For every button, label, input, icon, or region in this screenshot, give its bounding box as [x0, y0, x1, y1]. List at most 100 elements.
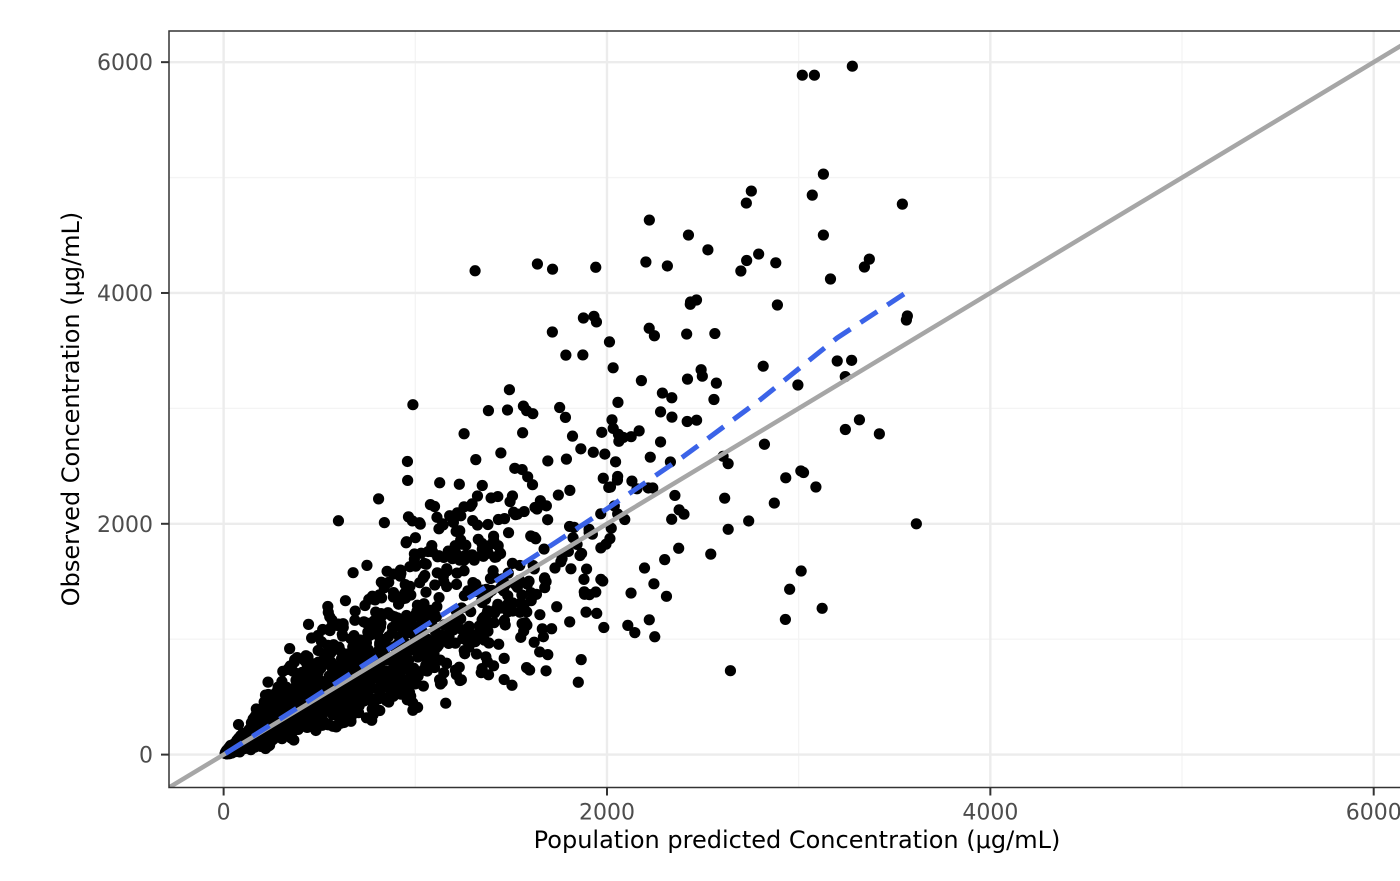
data-point — [638, 562, 651, 574]
data-point — [552, 489, 564, 501]
data-point — [722, 458, 734, 470]
data-point — [493, 638, 505, 650]
data-point — [574, 549, 586, 562]
data-point — [517, 400, 530, 412]
data-point — [710, 377, 722, 389]
data-point — [271, 704, 283, 717]
data-point — [409, 678, 421, 690]
data-point — [656, 387, 668, 399]
data-point — [607, 362, 619, 374]
data-point — [487, 530, 500, 542]
data-point — [431, 567, 443, 579]
data-point — [378, 692, 390, 704]
data-point — [387, 657, 400, 669]
data-point — [398, 663, 410, 675]
data-point — [528, 636, 540, 648]
data-point — [690, 294, 703, 306]
data-point — [258, 701, 270, 713]
data-point — [497, 602, 510, 614]
data-point — [433, 550, 445, 562]
data-point — [590, 586, 602, 598]
data-point — [349, 662, 362, 674]
data-point — [287, 724, 300, 736]
data-point — [383, 576, 395, 588]
data-point — [745, 185, 757, 197]
observed-vs-predicted-scatter-plot: 0 2000 4000 6000 0 2000 4000 6000 Population pr… — [40, 16, 1400, 881]
data-point — [494, 547, 506, 559]
data-point — [780, 472, 792, 484]
data-point — [362, 626, 374, 638]
data-point — [575, 654, 587, 666]
data-point — [546, 263, 559, 275]
data-point — [542, 455, 554, 467]
data-point — [438, 667, 450, 679]
data-point — [417, 572, 429, 584]
data-point — [705, 548, 717, 560]
data-point — [612, 396, 624, 408]
data-point — [644, 451, 656, 463]
data-point — [757, 360, 769, 372]
data-point — [325, 656, 337, 668]
data-point — [743, 515, 755, 527]
data-point — [682, 229, 695, 241]
data-point — [337, 618, 349, 630]
data-point — [447, 516, 460, 529]
data-point — [654, 406, 667, 418]
data-point — [454, 554, 466, 566]
data-point — [501, 404, 514, 416]
data-point — [476, 479, 488, 492]
data-point — [696, 370, 708, 382]
data-point — [740, 197, 752, 209]
data-point — [517, 427, 529, 439]
data-point — [450, 578, 463, 590]
data-point — [654, 436, 667, 448]
data-point — [647, 482, 659, 494]
data-point — [566, 430, 579, 442]
data-point — [309, 659, 321, 671]
data-point — [403, 686, 416, 698]
x-tick-label: 2000 — [579, 801, 635, 826]
data-point — [575, 443, 587, 455]
data-point — [315, 636, 328, 648]
data-point — [482, 625, 494, 637]
data-point — [354, 634, 366, 646]
data-point — [590, 316, 603, 328]
data-point — [440, 657, 453, 669]
data-point — [284, 643, 296, 655]
data-point — [378, 634, 390, 646]
data-point — [590, 261, 602, 273]
data-point — [806, 189, 818, 201]
data-point — [454, 525, 466, 537]
data-point — [810, 481, 822, 493]
data-point — [407, 399, 419, 411]
data-point — [702, 244, 714, 256]
data-point — [492, 513, 505, 526]
data-point — [431, 641, 443, 653]
data-point — [410, 560, 422, 572]
data-point — [458, 645, 470, 657]
data-point — [277, 665, 289, 677]
data-point — [577, 312, 590, 324]
data-point — [649, 631, 661, 643]
loess-line — [224, 286, 914, 756]
data-point — [326, 614, 338, 626]
data-point — [520, 662, 533, 674]
data-point — [458, 428, 470, 440]
x-axis-title: Population predicted Concentration (μg/m… — [533, 826, 1061, 854]
data-point — [578, 588, 591, 600]
data-point — [391, 675, 403, 687]
data-point — [440, 697, 452, 709]
data-point — [353, 707, 365, 719]
data-point — [506, 557, 519, 569]
data-point — [471, 490, 484, 502]
data-point — [369, 594, 381, 606]
data-point — [332, 515, 345, 527]
data-point — [368, 696, 380, 708]
data-point — [258, 732, 270, 744]
data-point — [362, 644, 374, 656]
data-point — [839, 423, 851, 436]
data-point — [429, 579, 441, 591]
data-point — [758, 438, 771, 450]
data-point — [454, 674, 466, 687]
data-point — [643, 214, 655, 226]
